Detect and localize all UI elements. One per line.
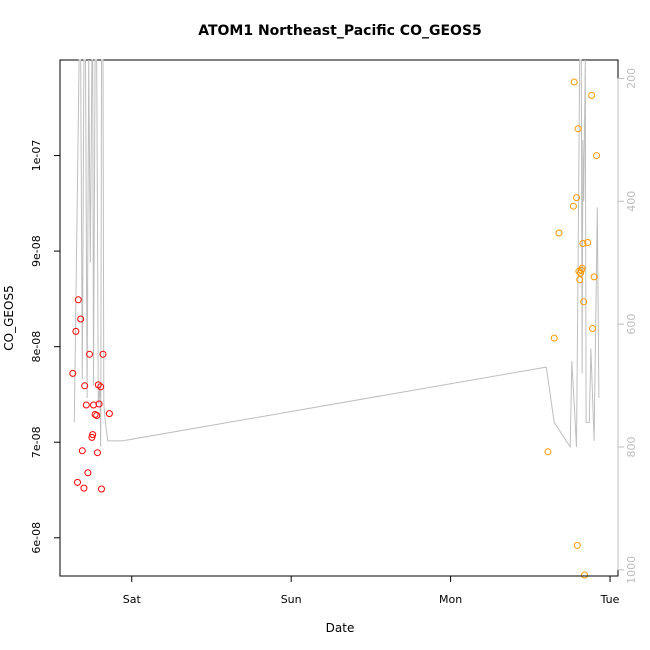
data-point (550, 334, 558, 342)
x-axis: Sat Sun Mon Tue (123, 575, 620, 606)
data-point (593, 152, 600, 160)
pressure-line-layer (73, 59, 600, 449)
x-tick-label: Sat (123, 593, 142, 606)
data-point (93, 412, 101, 419)
data-point (88, 433, 96, 441)
y-tick-label: 7e-08 (30, 426, 43, 458)
data-point (570, 78, 578, 86)
y-tick-label: 9e-08 (30, 235, 43, 267)
y-tick-label: 1e-07 (30, 140, 43, 172)
data-point (86, 350, 93, 358)
data-point (72, 327, 80, 335)
plot-frame (59, 59, 619, 577)
points-layer (69, 78, 600, 579)
data-point (89, 431, 97, 439)
data-point (580, 298, 588, 306)
data-point (574, 125, 582, 133)
data-point (77, 315, 85, 323)
data-point (579, 240, 587, 247)
data-point (94, 449, 101, 457)
data-point (569, 202, 577, 210)
data-point (84, 469, 92, 477)
data-point (584, 239, 592, 246)
data-point (97, 383, 105, 391)
y2-tick-label: 800 (625, 437, 638, 458)
y-axis: 6e-08 7e-08 8e-08 9e-08 1e-07 (30, 140, 61, 554)
data-point (69, 369, 77, 377)
x-tick-label: Tue (600, 593, 620, 606)
y2-tick-label: 1000 (625, 556, 638, 584)
data-point (74, 478, 81, 486)
x-tick-label: Mon (439, 593, 462, 606)
data-point (573, 541, 581, 549)
data-point (589, 325, 596, 332)
data-point (95, 400, 103, 408)
data-point (90, 401, 97, 409)
y-tick-label: 8e-08 (30, 331, 43, 363)
data-point (99, 350, 107, 358)
y2-tick-label: 200 (625, 68, 638, 89)
x-axis-label: Date (326, 621, 355, 635)
y2-tick-label: 400 (625, 191, 638, 212)
data-point (98, 485, 105, 493)
data-point (588, 91, 596, 99)
y2-tick-label: 600 (625, 314, 638, 335)
data-point (82, 401, 90, 409)
data-point (80, 484, 88, 492)
data-point (578, 264, 586, 272)
data-point (74, 296, 82, 304)
data-point (81, 382, 89, 390)
chart-title: ATOM1 Northeast_Pacific CO_GEOS5 (198, 23, 482, 39)
data-point (590, 273, 598, 281)
data-point (581, 571, 588, 579)
data-point (78, 447, 86, 455)
y-axis-label: CO_GEOS5 (2, 285, 16, 350)
data-point (91, 411, 99, 418)
right-pressure-axis: 200 400 600 800 1000 (617, 68, 638, 584)
data-point (555, 229, 563, 237)
x-tick-label: Sun (281, 593, 302, 606)
data-point (105, 410, 113, 418)
data-point (544, 448, 552, 456)
data-point (576, 276, 584, 284)
y-tick-label: 6e-08 (30, 522, 43, 554)
data-point (573, 194, 580, 202)
pressure-line (73, 59, 600, 449)
data-point (577, 269, 584, 277)
